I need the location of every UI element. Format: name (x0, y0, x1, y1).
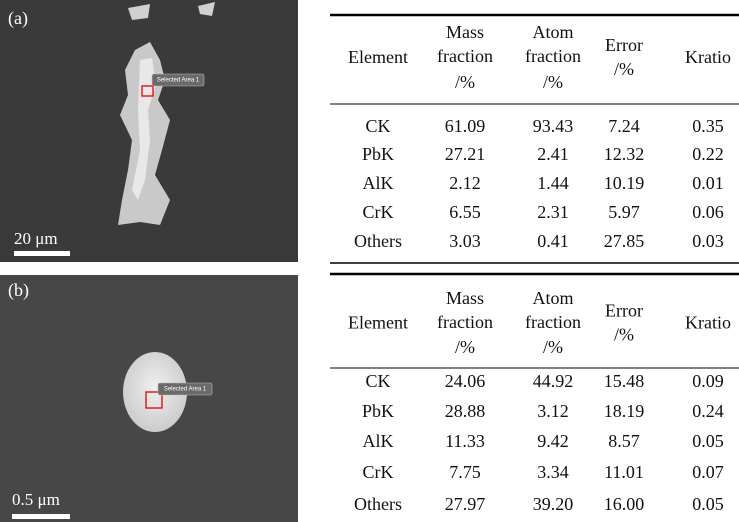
header-cell: Element (348, 47, 408, 67)
table-cell: Others (354, 494, 402, 514)
header-cell: fraction (525, 312, 581, 332)
table-cell: CrK (363, 202, 394, 222)
table-cell: PbK (362, 144, 394, 164)
table-cell: 0.01 (692, 173, 724, 193)
table-cell: 0.24 (692, 401, 724, 421)
table-cell: 0.22 (692, 144, 724, 164)
table-cell: 27.85 (604, 231, 645, 251)
table-cell: 10.19 (604, 173, 645, 193)
table-cell: 9.42 (537, 431, 569, 451)
header-cell: Kratio (685, 47, 731, 67)
table-cell: 28.88 (445, 401, 486, 421)
header-cell: fraction (437, 46, 493, 66)
scale-label: 20 μm (14, 229, 58, 248)
table-cell: 39.20 (533, 494, 574, 514)
table-cell: 0.05 (692, 431, 724, 451)
table-cell: 0.05 (692, 494, 724, 514)
header-cell: Mass (446, 22, 484, 42)
scale-label: 0.5 μm (12, 490, 60, 509)
table-cell: 7.24 (608, 116, 640, 136)
table-cell: 2.31 (537, 202, 569, 222)
panel-label: (b) (8, 280, 29, 301)
table-cell: AlK (363, 431, 394, 451)
table-cell: 44.92 (533, 371, 574, 391)
table-cell: 27.21 (445, 144, 486, 164)
header-cell: Error (605, 301, 643, 321)
selection-label: Selected Area 1 (157, 78, 200, 84)
header-cell: fraction (525, 46, 581, 66)
selection-label: Selected Area 1 (164, 387, 207, 393)
header-cell: Error (605, 35, 643, 55)
panel-label: (a) (8, 8, 28, 29)
table-cell: 18.19 (604, 401, 645, 421)
table-cell: 11.01 (604, 462, 644, 482)
table-cell: 27.97 (445, 494, 486, 514)
table-cell: 15.48 (604, 371, 645, 391)
table-cell: PbK (362, 401, 394, 421)
table-cell: 3.03 (449, 231, 481, 251)
table-cell: 8.57 (608, 431, 640, 451)
header-cell: Mass (446, 288, 484, 308)
table-cell: 6.55 (449, 202, 481, 222)
table-cell: 93.43 (533, 116, 574, 136)
table-cell: 0.07 (692, 462, 724, 482)
table-cell: Others (354, 231, 402, 251)
table-cell: 11.33 (445, 431, 485, 451)
table-cell: 0.35 (692, 116, 724, 136)
scale-bar (14, 251, 70, 256)
table-cell: 5.97 (608, 202, 640, 222)
scale-bar (12, 514, 70, 519)
header-cell: /% (543, 337, 563, 357)
header-cell: /% (614, 59, 634, 79)
header-cell: /% (455, 337, 475, 357)
table-cell: CK (365, 371, 390, 391)
table-cell: 3.12 (537, 401, 569, 421)
figure: (a) 20 μm Selected Area 1 Element Mass fracti… (0, 0, 739, 522)
table-cell: CrK (363, 462, 394, 482)
table-cell: 61.09 (445, 116, 486, 136)
table-cell: 0.41 (537, 231, 569, 251)
header-cell: Atom (532, 22, 573, 42)
header-cell: /% (614, 325, 634, 345)
table-cell: 2.12 (449, 173, 481, 193)
table-cell: 0.06 (692, 202, 724, 222)
table-cell: CK (365, 116, 390, 136)
table-cell: 2.41 (537, 144, 569, 164)
header-cell: /% (543, 72, 563, 92)
table-cell: 0.09 (692, 371, 724, 391)
table-cell: 24.06 (445, 371, 486, 391)
table-cell: 7.75 (449, 462, 481, 482)
table-cell: 3.34 (537, 462, 569, 482)
header-cell: fraction (437, 312, 493, 332)
table-cell: 1.44 (537, 173, 569, 193)
header-cell: Element (348, 313, 408, 333)
table-cell: 0.03 (692, 231, 724, 251)
header-cell: Kratio (685, 313, 731, 333)
header-cell: /% (455, 72, 475, 92)
table-cell: AlK (363, 173, 394, 193)
table-cell: 12.32 (604, 144, 645, 164)
table-cell: 16.00 (604, 494, 645, 514)
header-cell: Atom (532, 288, 573, 308)
